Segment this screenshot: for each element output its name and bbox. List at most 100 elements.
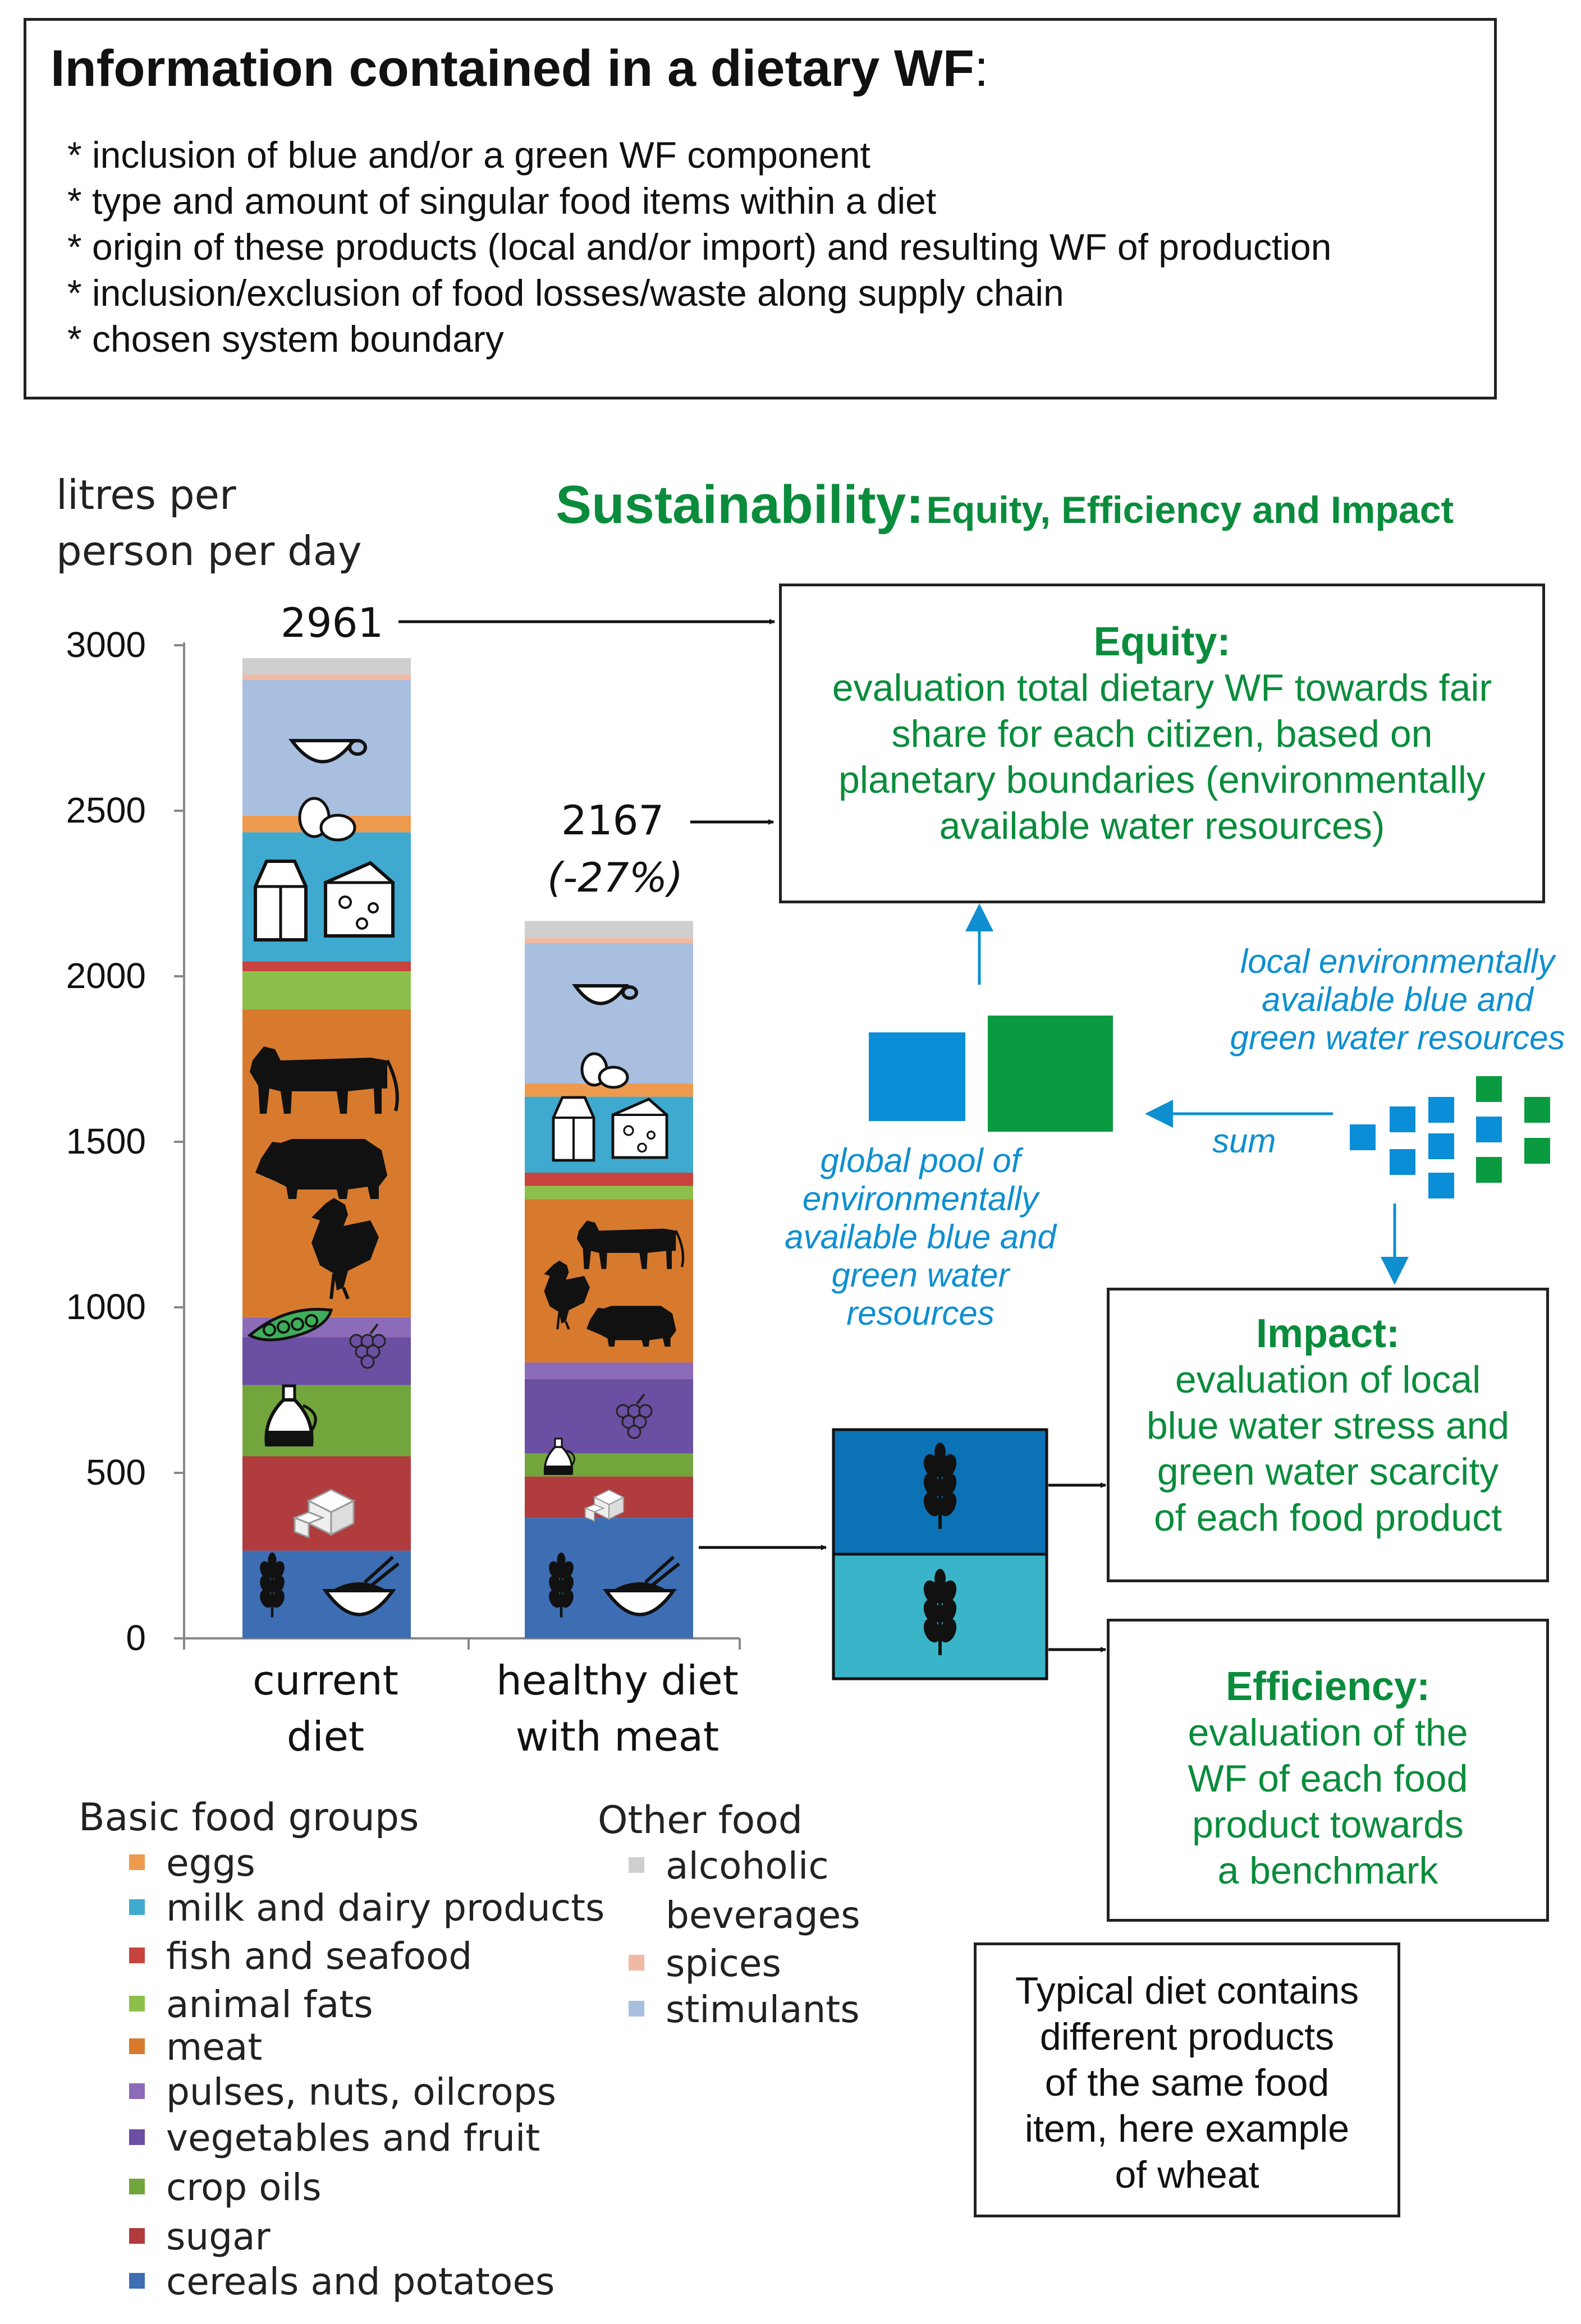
legend-item: spices	[629, 1942, 860, 1988]
legend-label: animal fats	[166, 1983, 373, 2026]
legend-swatch	[129, 1899, 145, 1915]
y-tick-label: 1500	[66, 1121, 146, 1161]
typical-line: of wheat	[1115, 2153, 1259, 2196]
bar-segment-alcoholic-beverages	[242, 658, 411, 675]
legend-label: fish and seafood	[166, 1935, 473, 1978]
impact-line: evaluation of local	[1175, 1358, 1481, 1401]
typical-diet-note: Typical diet contains different products…	[974, 1942, 1400, 2217]
sum-label: sum	[1212, 1122, 1276, 1160]
cow-icon	[576, 1220, 685, 1269]
legend-label: stimulants	[666, 1988, 860, 2031]
typical-text: Typical diet contains different products…	[977, 1945, 1397, 2198]
typical-line: different products	[1039, 2015, 1335, 2058]
bar-segment-eggs	[525, 1083, 693, 1097]
legend-swatch	[129, 1854, 145, 1870]
total-healthy-change: (-27%)	[547, 854, 684, 901]
legend-label: eggs	[166, 1841, 255, 1885]
legend-item: eggs	[129, 1841, 604, 1886]
sustainability-title-sub: Equity, Efficiency and Impact	[926, 489, 1454, 531]
y-axis-label-line2: person per day	[56, 527, 362, 575]
equity-box: Equity: evaluation total dietary WF towa…	[779, 584, 1545, 903]
equity-text: Equity: evaluation total dietary WF towa…	[782, 586, 1542, 849]
legend-label: crop oils	[166, 2166, 322, 2209]
y-axis	[174, 642, 185, 1638]
efficiency-line: a benchmark	[1217, 1849, 1438, 1892]
legend-swatch	[129, 1995, 145, 2011]
y-axis-label-line1: litres per	[56, 471, 236, 518]
category-label-healthy: healthy diet with meat	[477, 1652, 758, 1765]
equity-line: planetary boundaries (environmentally	[838, 759, 1486, 801]
typical-line: of the same food	[1044, 2061, 1330, 2104]
sustainability-title: Sustainability: Equity, Efficiency and I…	[556, 474, 1454, 536]
chicken-icon	[544, 1260, 590, 1330]
cup-icon	[288, 739, 367, 764]
y-tick-label: 0	[126, 1618, 146, 1658]
bar-segment-fish-and-seafood	[242, 961, 411, 972]
impact-line: blue water stress and	[1146, 1404, 1510, 1447]
info-line: * inclusion/exclusion of food losses/was…	[67, 272, 1064, 314]
global-line: environmentally	[802, 1180, 1039, 1218]
milk-carton-icon	[254, 860, 308, 941]
legend-item: milk and dairy products	[129, 1886, 604, 1935]
legend-item: stimulants	[629, 1988, 860, 2033]
legend-item: sugar	[129, 2215, 604, 2260]
cheese-icon	[611, 1097, 668, 1159]
bar-segment-animal-fats	[525, 1186, 693, 1200]
sugar-cubes-icon	[584, 1489, 625, 1522]
cheese-icon	[324, 861, 395, 938]
info-line: * chosen system boundary	[67, 318, 504, 360]
rice-bowl-icon	[603, 1555, 680, 1616]
legend-label: sugar	[166, 2215, 271, 2258]
rice-bowl-icon	[322, 1555, 400, 1616]
legend-label: vegetables and fruit	[166, 2116, 540, 2160]
food-icons-current	[247, 739, 400, 1618]
x-axis	[174, 1637, 741, 1650]
global-line: green water	[831, 1256, 1010, 1294]
efficiency-line: WF of each food	[1188, 1757, 1468, 1800]
y-tick-label: 2000	[66, 956, 146, 996]
food-icons-healthy	[543, 984, 685, 1618]
legend-swatch	[129, 2272, 145, 2289]
pig-icon	[255, 1139, 387, 1199]
legend-item: vegetables and fruit	[129, 2116, 604, 2166]
info-title-colon: :	[974, 40, 989, 97]
info-title-text: Information contained in a dietary WF	[51, 40, 974, 97]
info-line: * origin of these products (local and/or…	[67, 226, 1332, 268]
global-blue-square	[869, 1032, 965, 1121]
bar-segment-fish-and-seafood	[525, 1173, 693, 1186]
legend-other-title: Other food	[598, 1798, 803, 1843]
local-line: local environmentally	[1240, 943, 1555, 980]
bar-segment-spices	[525, 938, 693, 943]
info-line: * inclusion of blue and/or a green WF co…	[67, 134, 870, 176]
y-tick-label: 1000	[66, 1287, 146, 1327]
bar-segment-alcoholic-beverages	[525, 921, 693, 939]
category-line: healthy diet	[496, 1657, 739, 1704]
legend-label: alcoholic	[666, 1844, 829, 1887]
info-line: * type and amount of singular food items…	[67, 180, 937, 222]
local-water-squares	[1350, 1076, 1550, 1198]
legend-swatch	[129, 1947, 145, 1963]
efficiency-line: product towards	[1192, 1803, 1464, 1846]
legend-swatch	[129, 2083, 145, 2099]
sugar-cubes-icon	[292, 1489, 356, 1539]
legend-swatch	[129, 2178, 145, 2194]
global-line: available blue and	[785, 1218, 1056, 1256]
legend-item: alcoholic	[629, 1844, 860, 1894]
y-tick-label: 500	[86, 1452, 146, 1492]
typical-line: Typical diet contains	[1015, 1969, 1359, 2012]
sustainability-title-main: Sustainability:	[556, 475, 924, 535]
category-label-current: current diet	[213, 1652, 438, 1765]
cup-icon	[572, 984, 638, 1005]
equity-line: available water resources)	[939, 805, 1385, 847]
y-tick-label: 3000	[66, 624, 146, 665]
bar-segment-vegetables-and-fruit	[242, 1337, 411, 1385]
legend-swatch	[129, 2129, 145, 2145]
legend-item-cont: beverages	[629, 1894, 860, 1942]
legend-item: crop oils	[129, 2166, 604, 2215]
category-line: with meat	[515, 1713, 720, 1760]
legend-swatch	[629, 2000, 644, 2017]
oil-bottle-icon	[543, 1437, 575, 1475]
local-line: green water resources	[1230, 1019, 1565, 1057]
legend-label: beverages	[666, 1894, 860, 1937]
legend-item: meat	[129, 2026, 604, 2070]
